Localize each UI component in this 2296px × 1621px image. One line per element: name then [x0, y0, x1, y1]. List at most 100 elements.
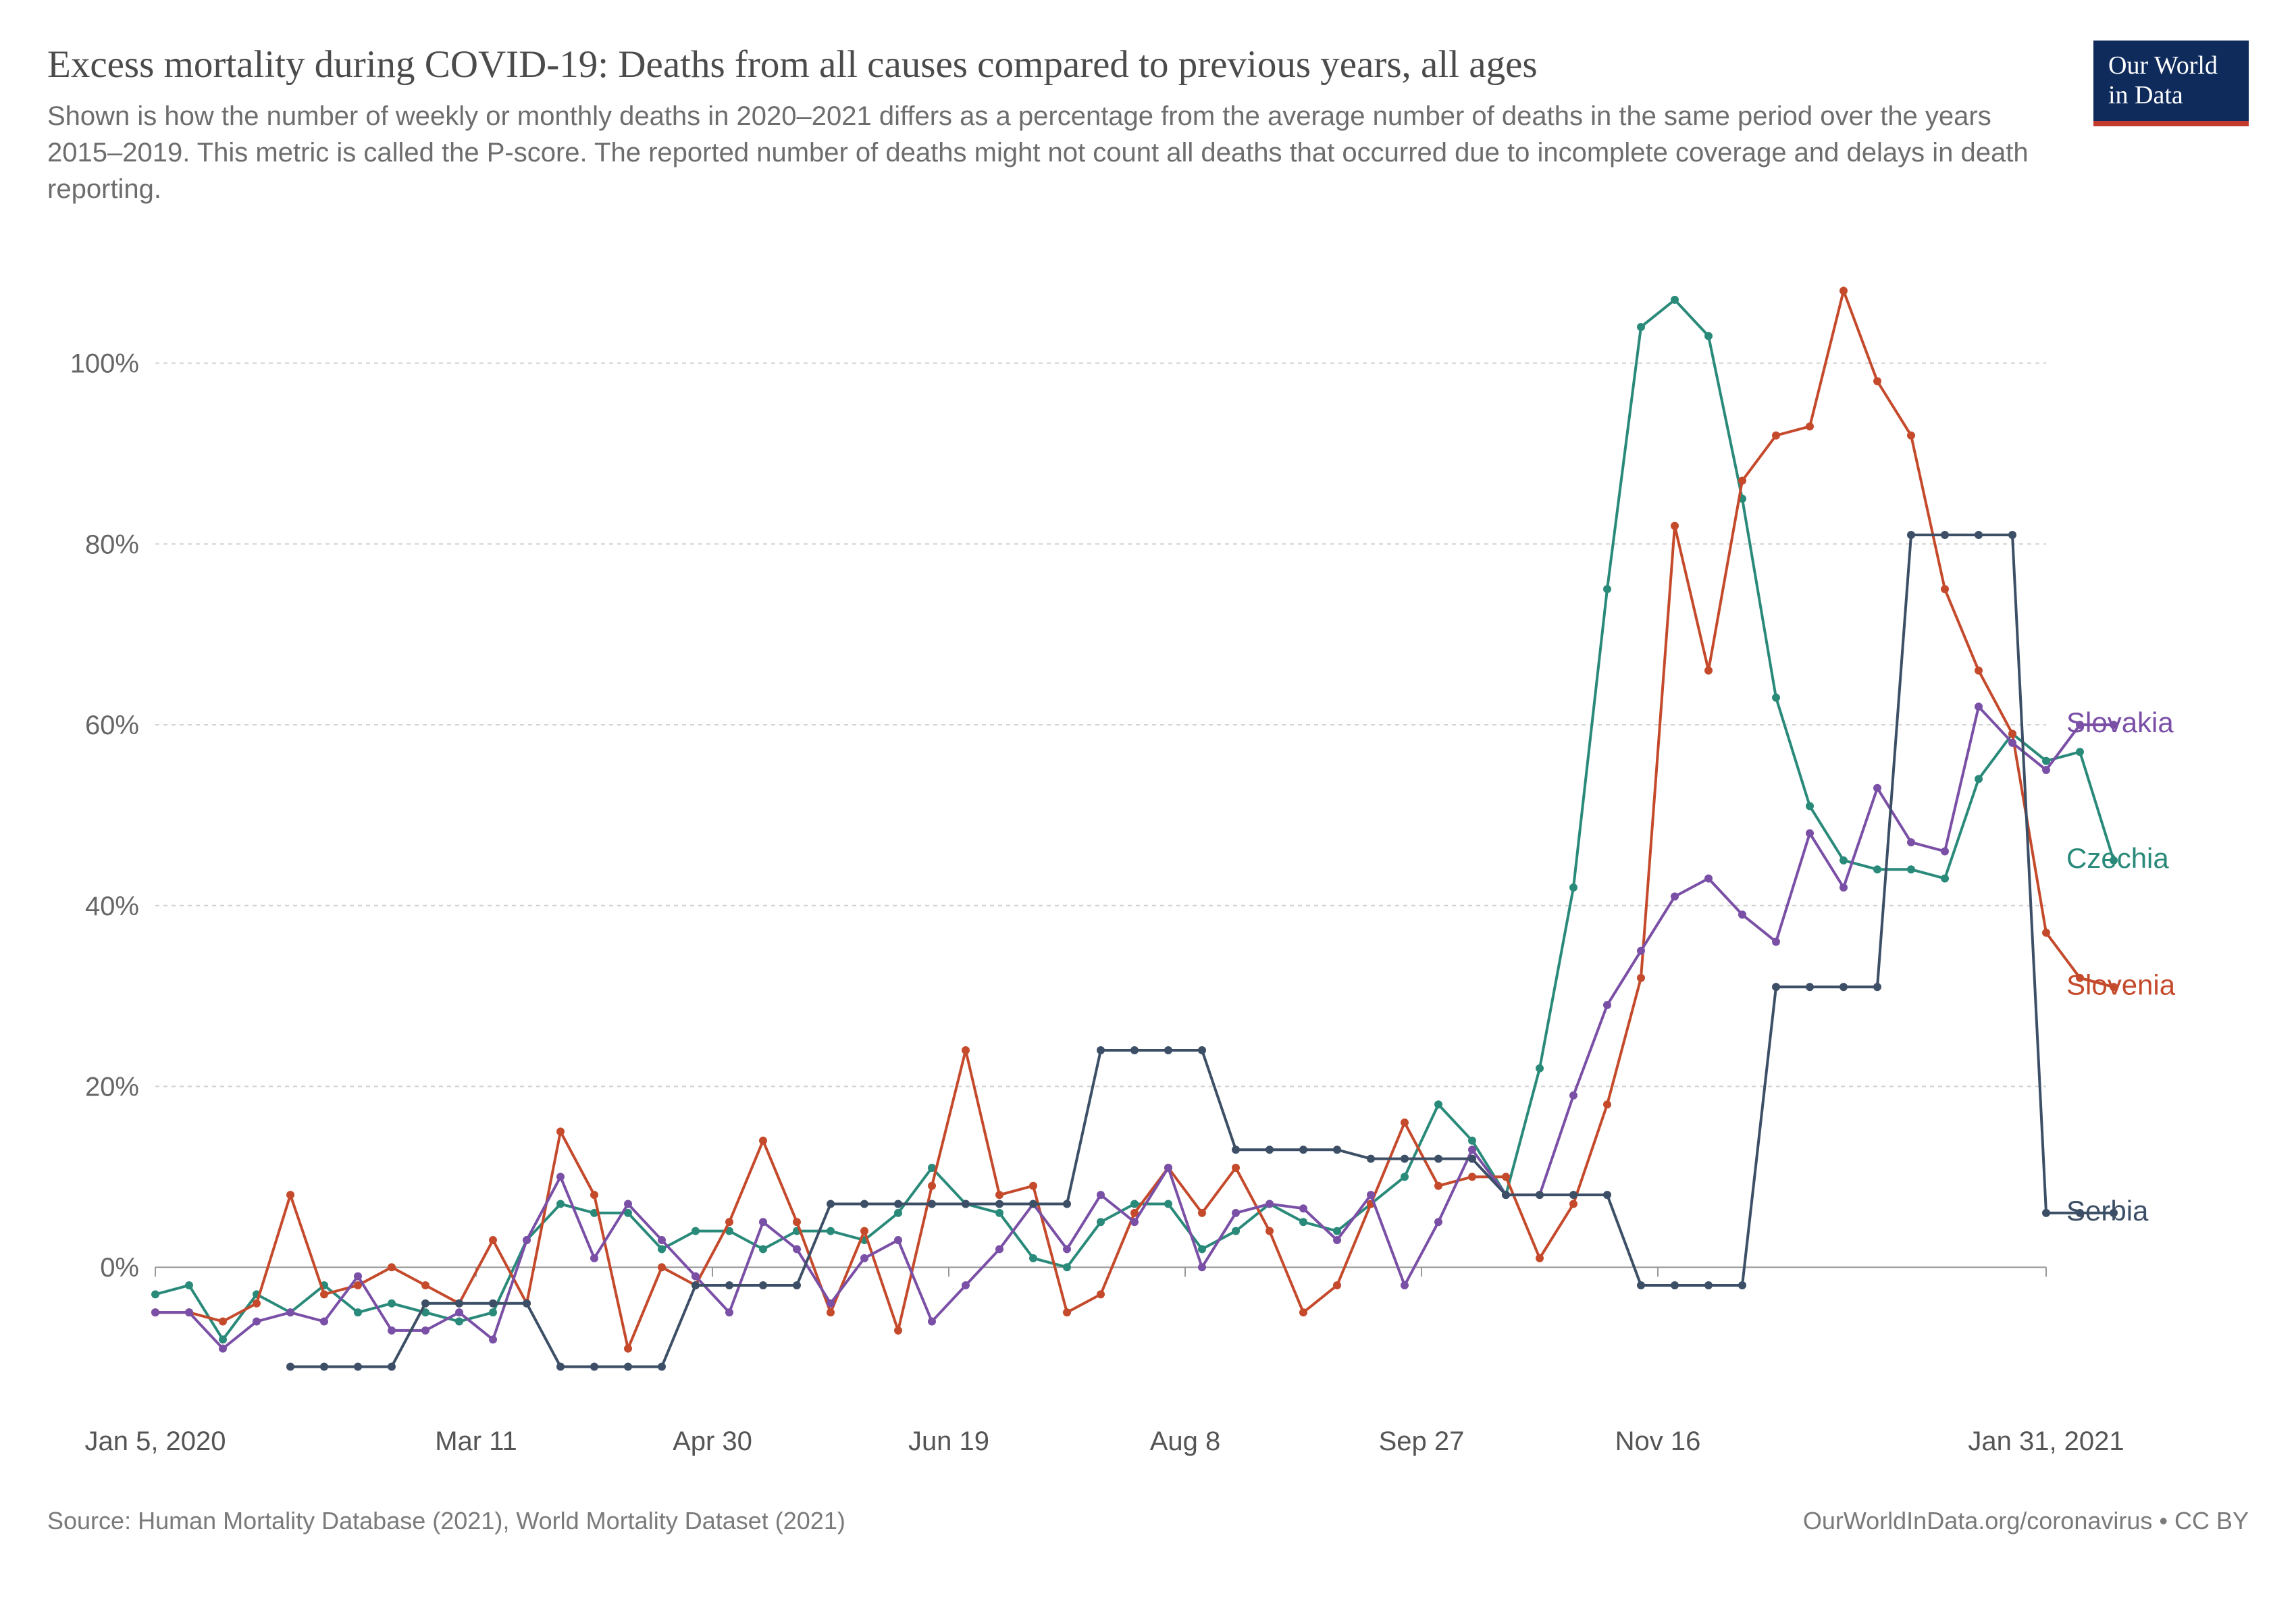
legend-label-slovakia[interactable]: Slovakia [2066, 706, 2174, 738]
series-marker [253, 1318, 261, 1326]
series-marker [1941, 848, 1949, 856]
series-marker [1063, 1263, 1071, 1271]
series-marker [1130, 1218, 1139, 1227]
series-marker [1401, 1155, 1409, 1163]
series-marker [658, 1263, 666, 1271]
series-marker [692, 1227, 700, 1235]
series-marker [624, 1200, 632, 1208]
series-marker [1299, 1218, 1307, 1227]
series-marker [1198, 1245, 1206, 1254]
series-marker [827, 1227, 835, 1235]
series-marker [151, 1291, 159, 1299]
series-marker [489, 1300, 497, 1308]
title-block: Excess mortality during COVID-19: Deaths… [47, 41, 2093, 207]
series-marker [962, 1200, 970, 1208]
series-marker [1704, 1281, 1713, 1289]
series-marker [1434, 1218, 1442, 1227]
series-marker [1941, 531, 1949, 539]
series-marker [827, 1300, 835, 1308]
series-marker [421, 1327, 429, 1335]
source-text: Source: Human Mortality Database (2021),… [47, 1507, 845, 1535]
series-marker [590, 1254, 598, 1262]
series-marker [1941, 586, 1949, 594]
series-marker [1941, 875, 1949, 883]
series-marker [928, 1182, 936, 1190]
series-marker [1468, 1146, 1476, 1154]
series-marker [354, 1363, 362, 1371]
series-marker [725, 1281, 733, 1289]
series-marker [1704, 332, 1713, 340]
series-marker [185, 1308, 193, 1316]
plot-area: 0%20%40%60%80%100%Jan 5, 2020Mar 11Apr 3… [47, 228, 2249, 1491]
series-marker [962, 1281, 970, 1289]
series-marker [1029, 1254, 1037, 1262]
series-marker [1738, 910, 1746, 919]
series-marker [1097, 1046, 1105, 1054]
series-marker [1772, 694, 1780, 702]
x-tick-label: Aug 8 [1150, 1426, 1221, 1456]
x-tick-label: Jan 5, 2020 [84, 1426, 226, 1456]
x-tick-label: Mar 11 [435, 1426, 517, 1456]
logo-line1: Our World [2108, 51, 2234, 81]
series-marker [1198, 1263, 1206, 1271]
series-marker [1671, 522, 1679, 530]
series-marker [421, 1300, 429, 1308]
series-marker [995, 1245, 1003, 1254]
series-marker [1569, 1191, 1577, 1199]
series-marker [1873, 865, 1881, 873]
series-marker [1637, 323, 1645, 331]
series-marker [1299, 1204, 1307, 1212]
series-marker [1840, 287, 1848, 295]
series-marker [388, 1263, 396, 1271]
series-marker [1434, 1155, 1442, 1163]
chart-header: Excess mortality during COVID-19: Deaths… [47, 41, 2249, 207]
series-marker [1738, 1281, 1746, 1289]
y-tick-label: 20% [85, 1073, 139, 1102]
series-marker [185, 1281, 193, 1289]
series-marker [556, 1173, 565, 1181]
series-marker [253, 1300, 261, 1308]
series-marker [1401, 1281, 1409, 1289]
logo-line2: in Data [2108, 81, 2234, 111]
series-marker [1840, 883, 1848, 892]
series-marker [286, 1363, 294, 1371]
series-marker [1198, 1046, 1206, 1054]
series-marker [962, 1046, 970, 1054]
series-marker [1299, 1146, 1307, 1154]
series-marker [894, 1236, 902, 1244]
series-marker [354, 1272, 362, 1281]
series-marker [1468, 1137, 1476, 1145]
y-tick-label: 100% [70, 349, 139, 379]
legend-label-czechia[interactable]: Czechia [2066, 842, 2169, 874]
series-marker [1434, 1101, 1442, 1109]
series-marker [219, 1318, 227, 1326]
series-marker [556, 1363, 565, 1371]
series-marker [1502, 1191, 1510, 1199]
series-marker [1333, 1227, 1341, 1235]
series-marker [1333, 1281, 1341, 1289]
series-marker [1806, 423, 1814, 431]
series-marker [692, 1281, 700, 1289]
series-marker [590, 1363, 598, 1371]
series-marker [455, 1300, 463, 1308]
series-marker [1401, 1118, 1409, 1127]
series-marker [2008, 739, 2016, 747]
series-marker [1907, 865, 1915, 873]
series-marker [354, 1308, 362, 1316]
series-marker [286, 1308, 294, 1316]
x-tick-label: Jun 19 [908, 1426, 989, 1456]
series-marker [1840, 856, 1848, 865]
series-marker [388, 1300, 396, 1308]
series-marker [1164, 1164, 1172, 1172]
series-marker [1097, 1291, 1105, 1299]
series-marker [523, 1300, 531, 1308]
legend-label-slovenia[interactable]: Slovenia [2066, 969, 2176, 1001]
series-marker [2042, 766, 2050, 774]
series-marker [1975, 531, 1983, 539]
series-marker [1029, 1200, 1037, 1208]
series-marker [1907, 531, 1915, 539]
legend-label-serbia[interactable]: Serbia [2066, 1195, 2149, 1227]
chart-footer: Source: Human Mortality Database (2021),… [47, 1507, 2249, 1535]
series-marker [1468, 1173, 1476, 1181]
series-marker [894, 1327, 902, 1335]
